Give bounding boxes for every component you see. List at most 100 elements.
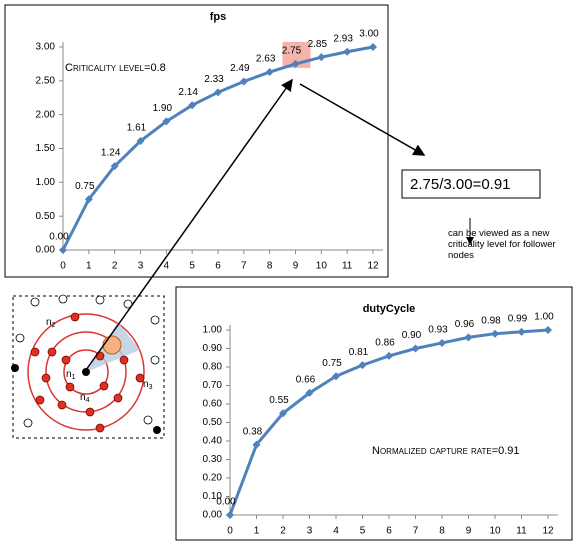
data-label: 0.75 <box>322 358 342 369</box>
x-tick-label: 2 <box>112 261 118 272</box>
y-tick-label: 0.60 <box>203 399 223 410</box>
marker <box>110 162 119 171</box>
x-tick-label: 8 <box>439 526 445 537</box>
data-label: 0.66 <box>296 375 316 386</box>
marker <box>317 53 326 62</box>
data-label: 0.75 <box>75 181 95 192</box>
y-tick-label: 1.00 <box>36 177 56 188</box>
data-label: 2.63 <box>256 54 276 65</box>
chart-title: dutyCycle <box>363 303 416 315</box>
x-tick-label: 7 <box>241 261 247 272</box>
marker <box>369 43 377 51</box>
data-label: 2.33 <box>204 74 224 85</box>
x-tick-label: 10 <box>316 261 328 272</box>
y-tick-label: 1.50 <box>36 143 56 154</box>
x-tick-label: 6 <box>386 526 392 537</box>
arrow <box>85 78 293 371</box>
chart-frame <box>175 286 573 541</box>
data-label: 0.38 <box>243 426 263 437</box>
data-label: 0.00 <box>216 497 236 508</box>
x-tick-label: 3 <box>138 261 144 272</box>
data-label: 0.55 <box>269 395 289 406</box>
x-tick-label: 1 <box>254 526 260 537</box>
x-tick-label: 4 <box>164 261 170 272</box>
annotation: Criticality level=0.8 <box>65 62 166 74</box>
y-tick-label: 1.00 <box>203 325 223 336</box>
y-tick-label: 0.50 <box>36 211 56 222</box>
x-tick-label: 7 <box>413 526 419 537</box>
data-label: 0.00 <box>49 232 69 243</box>
marker <box>239 77 248 86</box>
x-tick-label: 9 <box>293 261 299 272</box>
x-tick-label: 10 <box>489 526 501 537</box>
y-tick-label: 0.20 <box>203 473 223 484</box>
arrow <box>299 83 426 156</box>
y-tick-label: 2.00 <box>36 109 56 120</box>
marker <box>59 246 67 254</box>
x-tick-label: 12 <box>367 261 379 272</box>
y-tick-label: 0.50 <box>203 417 223 428</box>
marker <box>385 351 393 360</box>
annotation: Normalized capture rate=0.91 <box>372 445 520 457</box>
y-tick-label: 0.00 <box>203 510 223 521</box>
data-label: 2.93 <box>333 33 353 44</box>
data-label: 2.14 <box>178 87 198 98</box>
marker <box>291 59 300 68</box>
data-label: 0.86 <box>375 338 395 349</box>
x-tick-label: 11 <box>516 526 527 537</box>
data-label: 0.81 <box>349 347 369 358</box>
x-tick-label: 1 <box>86 261 92 272</box>
data-label: 1.90 <box>153 103 173 114</box>
data-label: 0.93 <box>428 325 448 336</box>
marker <box>265 68 274 77</box>
data-label: 1.61 <box>127 123 147 134</box>
marker <box>343 47 352 56</box>
y-tick-label: 0.30 <box>203 454 223 465</box>
x-tick-label: 0 <box>60 261 66 272</box>
marker <box>279 409 287 418</box>
marker <box>188 101 197 110</box>
data-label: 0.99 <box>508 313 528 324</box>
marker <box>214 88 222 97</box>
y-tick-label: 0.90 <box>203 343 223 354</box>
y-tick-label: 0.40 <box>203 436 223 447</box>
data-label: 3.00 <box>359 29 379 40</box>
data-label: 0.90 <box>402 330 422 341</box>
x-tick-label: 5 <box>189 261 195 272</box>
node-label: n3 <box>143 379 153 391</box>
x-tick-label: 12 <box>542 526 554 537</box>
chart-title: fps <box>210 11 227 23</box>
y-tick-label: 0.10 <box>203 491 223 502</box>
marker <box>438 338 446 347</box>
x-tick-label: 3 <box>307 526 313 537</box>
x-tick-label: 8 <box>267 261 273 272</box>
data-label: 1.00 <box>534 312 554 323</box>
x-tick-label: 11 <box>342 261 353 272</box>
marker <box>136 137 145 146</box>
data-label: 0.96 <box>455 319 475 330</box>
chart-frame <box>4 4 389 278</box>
ratio-text: 2.75/3.00=0.91 <box>410 176 511 193</box>
ratio-box <box>401 169 541 199</box>
marker <box>332 372 340 381</box>
marker <box>491 329 499 338</box>
x-tick-label: 0 <box>227 526 233 537</box>
y-tick-label: 0.80 <box>203 362 223 373</box>
data-label: 2.85 <box>308 39 328 50</box>
x-tick-label: 9 <box>466 526 472 537</box>
x-tick-label: 2 <box>280 526 286 537</box>
y-tick-label: 2.50 <box>36 75 56 86</box>
node-label: n2 <box>46 317 56 329</box>
x-tick-label: 6 <box>215 261 221 272</box>
node-label: n1 <box>66 369 76 381</box>
marker <box>252 440 261 449</box>
marker <box>84 195 93 204</box>
node-label: n4 <box>80 392 90 404</box>
marker <box>411 344 420 353</box>
y-tick-label: 0.70 <box>203 380 223 391</box>
network-diagram <box>11 294 165 439</box>
marker <box>517 327 526 336</box>
data-label: 1.24 <box>101 148 121 159</box>
